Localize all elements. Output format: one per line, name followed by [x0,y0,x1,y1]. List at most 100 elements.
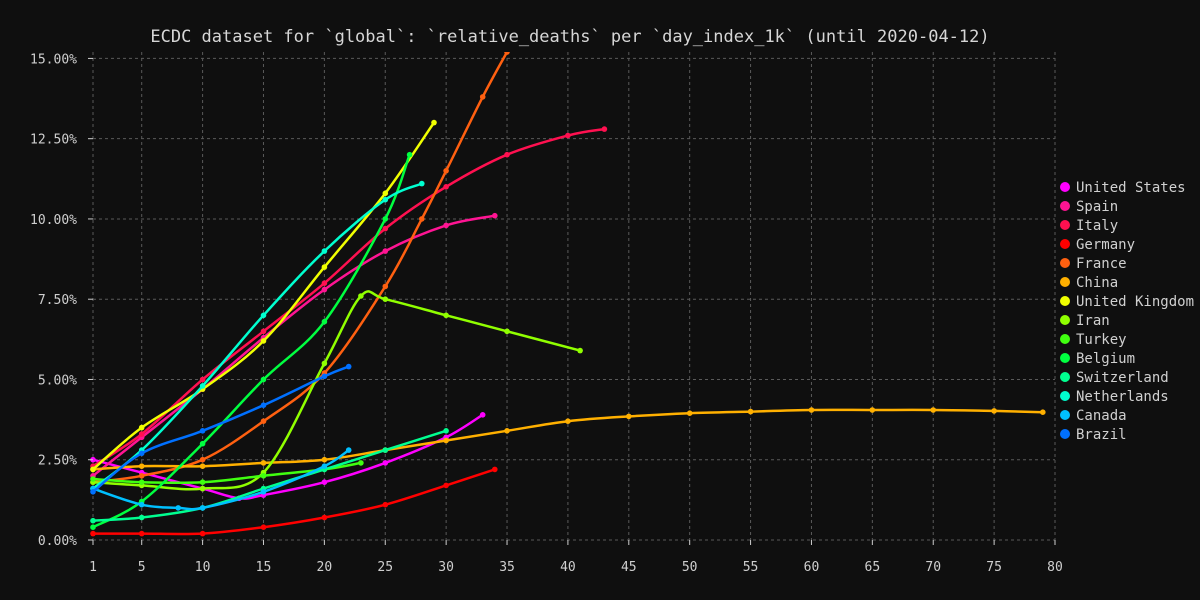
data-point [479,412,486,418]
data-point [869,407,876,413]
legend-marker [1060,391,1070,401]
x-tick-label: 80 [1047,560,1063,575]
data-point [601,126,608,132]
data-point [199,383,206,389]
axes: 1 5 10 15 20 25 30 35 40 45 50 55 60 65 70 75 800.00%2.5… [30,52,1063,575]
legend-item-italy: Italy [1060,218,1118,234]
data-point [138,424,145,431]
data-point [199,456,206,463]
x-tick-label: 70 [925,560,941,575]
series-united-kingdom [90,119,437,473]
data-point [90,466,96,473]
data-point [175,505,181,511]
legend-item-netherlands: Netherlands [1060,389,1169,405]
x-tick-label: 45 [621,560,637,575]
x-tick-label: 15 [256,560,272,575]
data-point [321,286,328,293]
data-point [90,530,96,537]
data-point [382,283,389,290]
data-point [199,479,206,486]
data-point [321,264,328,270]
x-tick-label: 60 [804,560,820,575]
data-point [382,216,389,222]
data-point [90,476,96,482]
data-point [747,408,754,415]
legend-item-iran: Iran [1060,313,1110,329]
data-point [686,410,693,417]
x-tick-label: 30 [438,560,454,575]
legend-item-turkey: Turkey [1060,332,1127,348]
data-point [504,52,510,55]
legend-marker [1060,353,1070,363]
data-point [808,407,815,413]
data-point [565,418,571,425]
data-point [90,517,96,524]
series-line-spain [91,214,497,478]
x-tick-label: 40 [560,560,576,575]
data-point [565,132,571,139]
data-point [260,402,267,409]
data-point [406,151,413,158]
legend-item-france: France [1060,256,1127,272]
legend-item-canada: Canada [1060,408,1127,424]
y-tick-label: 10.00% [30,213,77,228]
data-point [382,296,389,303]
data-point [321,248,328,254]
series-layer [90,52,1046,537]
data-point [138,473,145,479]
data-point [321,373,328,380]
data-point [321,280,328,287]
data-point [443,428,449,434]
legend-item-belgium: Belgium [1060,351,1135,367]
data-point [504,151,510,158]
data-point [382,248,389,254]
data-point [138,463,145,470]
grid [92,52,1056,541]
data-point [443,312,449,319]
legend-label: United States [1076,180,1186,196]
legend-item-brazil: Brazil [1060,427,1127,443]
data-point [260,376,267,383]
data-point [991,408,997,414]
data-point [260,489,267,495]
data-point [443,482,449,489]
data-point [321,318,328,325]
series-spain [90,212,498,479]
data-point [443,222,449,229]
data-point [358,293,364,299]
data-point [443,437,449,444]
data-point [1040,409,1046,416]
legend-label: Iran [1076,313,1110,329]
data-point [138,431,145,437]
legend-marker [1060,258,1070,268]
y-tick-label: 7.50% [38,293,77,308]
legend-label: Italy [1076,218,1118,234]
data-point [382,190,389,197]
legend-marker [1060,429,1070,439]
legend-label: Canada [1076,408,1127,424]
data-point [199,440,206,447]
series-united-states [90,412,486,502]
legend-label: Turkey [1076,332,1127,348]
data-point [431,119,437,126]
data-point [479,94,486,100]
data-point [90,524,96,530]
legend-label: Brazil [1076,427,1127,443]
data-point [199,505,206,511]
legend-label: France [1076,256,1127,272]
data-point [321,514,328,521]
legend-label: Germany [1076,237,1135,253]
data-point [321,463,328,470]
legend-marker [1060,201,1070,211]
data-point [199,530,206,537]
legend-marker [1060,372,1070,382]
legend-marker [1060,296,1070,306]
legend-marker [1060,220,1070,230]
series-line-iran [91,290,582,491]
series-belgium [90,151,413,530]
y-tick-label: 12.50% [30,133,77,148]
data-point [382,447,389,453]
data-point [260,328,267,335]
legend-label: China [1076,275,1118,291]
